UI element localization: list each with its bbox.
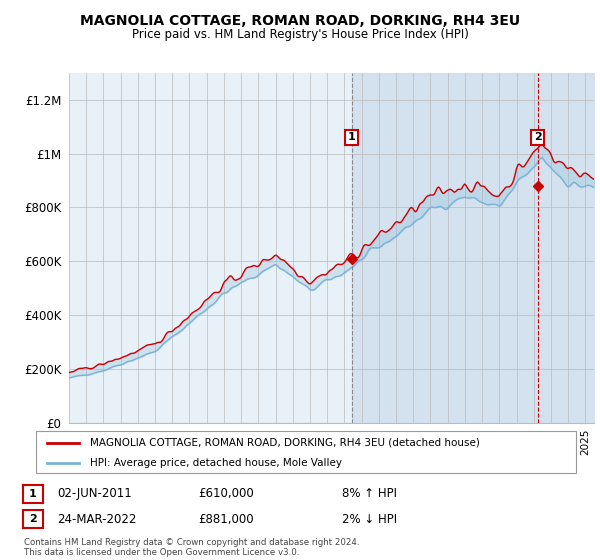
Text: 2: 2 bbox=[29, 514, 37, 524]
Text: 1: 1 bbox=[29, 489, 37, 499]
Text: Price paid vs. HM Land Registry's House Price Index (HPI): Price paid vs. HM Land Registry's House … bbox=[131, 28, 469, 41]
Text: £610,000: £610,000 bbox=[198, 487, 254, 501]
Text: MAGNOLIA COTTAGE, ROMAN ROAD, DORKING, RH4 3EU: MAGNOLIA COTTAGE, ROMAN ROAD, DORKING, R… bbox=[80, 14, 520, 28]
Text: 8% ↑ HPI: 8% ↑ HPI bbox=[342, 487, 397, 501]
Text: 2: 2 bbox=[534, 132, 542, 142]
Text: Contains HM Land Registry data © Crown copyright and database right 2024.
This d: Contains HM Land Registry data © Crown c… bbox=[24, 538, 359, 557]
Text: HPI: Average price, detached house, Mole Valley: HPI: Average price, detached house, Mole… bbox=[90, 458, 342, 468]
Text: 02-JUN-2011: 02-JUN-2011 bbox=[57, 487, 132, 501]
Text: 2% ↓ HPI: 2% ↓ HPI bbox=[342, 512, 397, 526]
Text: 1: 1 bbox=[348, 132, 356, 142]
Text: MAGNOLIA COTTAGE, ROMAN ROAD, DORKING, RH4 3EU (detached house): MAGNOLIA COTTAGE, ROMAN ROAD, DORKING, R… bbox=[90, 438, 480, 448]
Text: 24-MAR-2022: 24-MAR-2022 bbox=[57, 512, 136, 526]
FancyBboxPatch shape bbox=[36, 431, 576, 473]
Text: £881,000: £881,000 bbox=[198, 512, 254, 526]
